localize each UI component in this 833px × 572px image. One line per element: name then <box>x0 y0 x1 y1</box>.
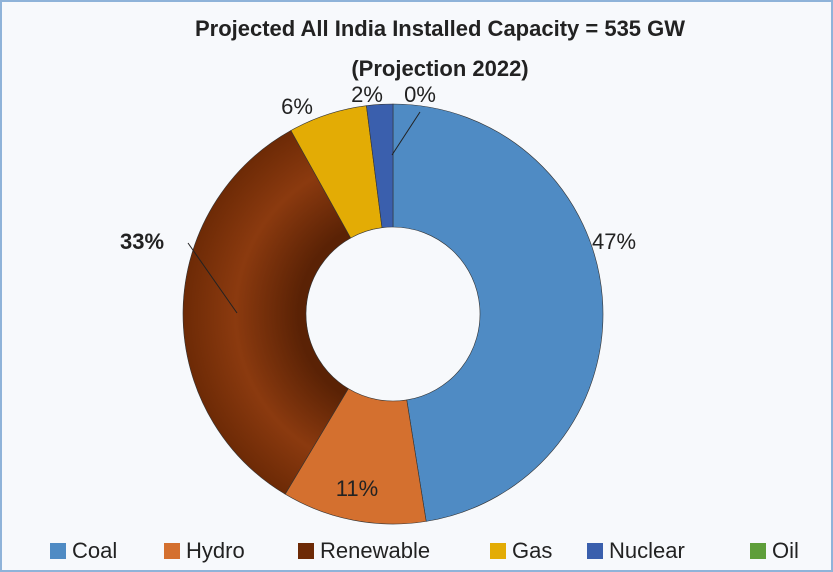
legend-label: Nuclear <box>609 538 685 563</box>
donut-slice <box>182 130 352 495</box>
legend-swatch <box>50 543 66 559</box>
legend-swatch <box>490 543 506 559</box>
data-label: 33% <box>120 229 164 254</box>
legend-label: Oil <box>772 538 799 563</box>
data-label: 47% <box>592 229 636 254</box>
data-label: 6% <box>281 94 313 119</box>
legend-swatch <box>164 543 180 559</box>
data-label: 0% <box>404 82 436 107</box>
legend-label: Hydro <box>186 538 245 563</box>
legend-swatch <box>587 543 603 559</box>
donut-slice <box>392 103 604 522</box>
leader-line <box>187 242 238 314</box>
chart-title: Projected All India Installed Capacity =… <box>195 16 685 41</box>
legend-label: Gas <box>512 538 552 563</box>
donut-slice <box>366 103 394 229</box>
legend-label: Coal <box>72 538 117 563</box>
data-label: 11% <box>336 476 378 501</box>
chart-subtitle: (Projection 2022) <box>351 56 528 81</box>
data-label: 2% <box>351 82 383 107</box>
leader-line <box>391 111 421 156</box>
legend-swatch <box>750 543 766 559</box>
legend-swatch <box>298 543 314 559</box>
legend-label: Renewable <box>320 538 430 563</box>
donut-slice <box>284 388 427 525</box>
